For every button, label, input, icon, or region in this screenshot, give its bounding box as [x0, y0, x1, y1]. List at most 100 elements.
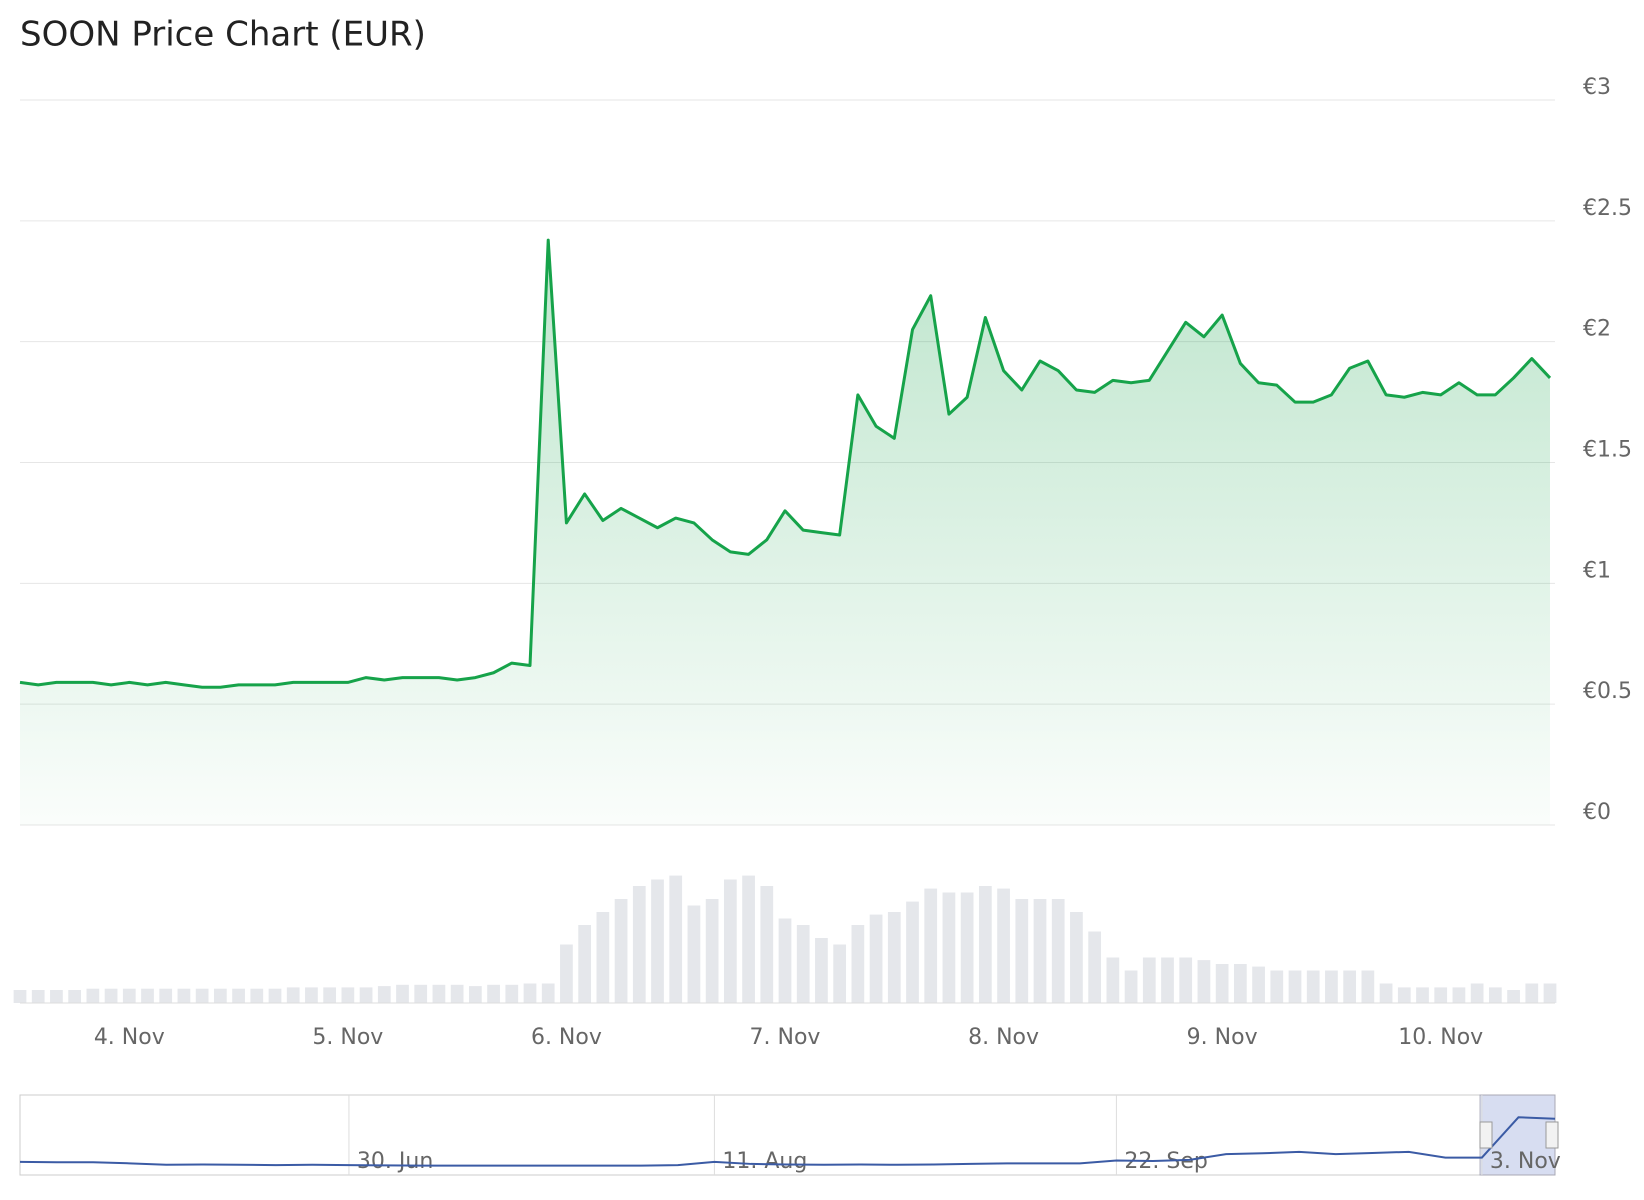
volume-bar [50, 990, 63, 1003]
volume-bar [560, 944, 573, 1003]
volume-bar [669, 875, 683, 1003]
volume-bar [978, 886, 992, 1003]
volume-bar [523, 983, 537, 1003]
volume-bar [760, 886, 774, 1003]
volume-bar [596, 912, 610, 1003]
volume-bar [1088, 931, 1102, 1003]
volume-bar [1325, 970, 1338, 1003]
volume-bar [1070, 912, 1083, 1003]
volume-bar [122, 988, 136, 1003]
volume-bar [906, 901, 919, 1003]
volume-bar [86, 988, 100, 1003]
volume-bar [723, 879, 737, 1003]
y-tick-label: €0.5 [1583, 679, 1632, 704]
volume-bar [1379, 983, 1393, 1003]
navigator-line [19, 1116, 1556, 1167]
range-handle [1479, 1121, 1493, 1149]
volume-bar [1051, 899, 1065, 1003]
volume-bar [1416, 987, 1429, 1003]
navigator-label: 30. Jun [357, 1149, 433, 1174]
x-tick-label: 5. Nov [312, 1025, 383, 1050]
volume-bar [359, 987, 373, 1003]
volume-bar [1233, 964, 1247, 1003]
volume-bar [1343, 970, 1357, 1003]
volume-bar [778, 918, 792, 1003]
volume-bar [104, 988, 118, 1003]
volume-bar [887, 912, 901, 1003]
volume-bar [1142, 957, 1156, 1003]
volume-bar [341, 987, 355, 1003]
price-area [20, 240, 1550, 825]
volume-bar [705, 899, 719, 1003]
volume-bar [1470, 983, 1484, 1003]
volume-bar [1488, 987, 1502, 1003]
volume-bar [1179, 957, 1193, 1003]
volume-bar [268, 988, 282, 1003]
volume-bar [1197, 960, 1211, 1003]
volume-bar [614, 899, 628, 1003]
volume-bar [1106, 957, 1120, 1003]
volume-bar [377, 986, 391, 1003]
volume-bar [1252, 966, 1265, 1003]
volume-bar [250, 988, 264, 1003]
volume-bar [1543, 983, 1557, 1003]
volume-bar [1015, 899, 1029, 1003]
y-tick-label: €1.5 [1583, 438, 1632, 463]
volume-bar [487, 984, 500, 1003]
volume-bar [833, 944, 847, 1003]
volume-bar [1525, 983, 1539, 1003]
volume-bar [1434, 987, 1448, 1003]
x-tick-label: 8. Nov [968, 1025, 1039, 1050]
volume-bar [468, 986, 482, 1003]
volume-bar [505, 984, 519, 1003]
volume-bar [632, 886, 646, 1003]
volume-bar [687, 905, 701, 1003]
volume-bar [232, 988, 245, 1003]
chart-title: SOON Price Chart (EUR) [20, 15, 426, 55]
volume-bar [396, 984, 409, 1003]
volume-bar [13, 990, 27, 1003]
x-tick-label: 10. Nov [1398, 1025, 1483, 1050]
volume-bar [924, 888, 938, 1003]
y-tick-label: €2 [1583, 317, 1611, 342]
x-tick-label: 9. Nov [1187, 1025, 1258, 1050]
volume-bar [997, 888, 1010, 1003]
volume-bar [31, 990, 45, 1003]
x-tick-label: 7. Nov [750, 1025, 821, 1050]
volume-bar [869, 914, 883, 1003]
volume-bar [213, 988, 227, 1003]
volume-bar [432, 984, 446, 1003]
volume-bar [159, 988, 173, 1003]
volume-bar [286, 987, 300, 1003]
volume-bar [1288, 970, 1302, 1003]
volume-bar [942, 892, 956, 1003]
volume-bar [815, 938, 828, 1003]
volume-bar [323, 987, 337, 1003]
volume-bar [1161, 957, 1174, 1003]
volume-bar [68, 990, 82, 1003]
volume-bar [1397, 987, 1411, 1003]
volume-bar [1270, 970, 1284, 1003]
volume-bar [177, 988, 191, 1003]
y-tick-label: €3 [1583, 75, 1611, 100]
volume-bar [414, 984, 428, 1003]
volume-bar [450, 984, 464, 1003]
volume-bar [541, 983, 555, 1003]
volume-bar [1507, 990, 1520, 1003]
volume-bar [1452, 987, 1466, 1003]
range-handle [1545, 1121, 1559, 1149]
volume-bar [1306, 970, 1320, 1003]
y-tick-label: €1 [1583, 558, 1611, 583]
y-tick-label: €0 [1583, 800, 1611, 825]
x-tick-label: 4. Nov [94, 1025, 165, 1050]
navigator-label: 11. Aug [722, 1149, 807, 1174]
volume-bar [1215, 964, 1229, 1003]
volume-bar [1033, 899, 1047, 1003]
x-tick-label: 6. Nov [531, 1025, 602, 1050]
volume-bar [960, 892, 974, 1003]
volume-bar [1124, 970, 1138, 1003]
volume-bar [1361, 970, 1375, 1003]
volume-bar [141, 988, 154, 1003]
volume-bar [796, 925, 810, 1003]
